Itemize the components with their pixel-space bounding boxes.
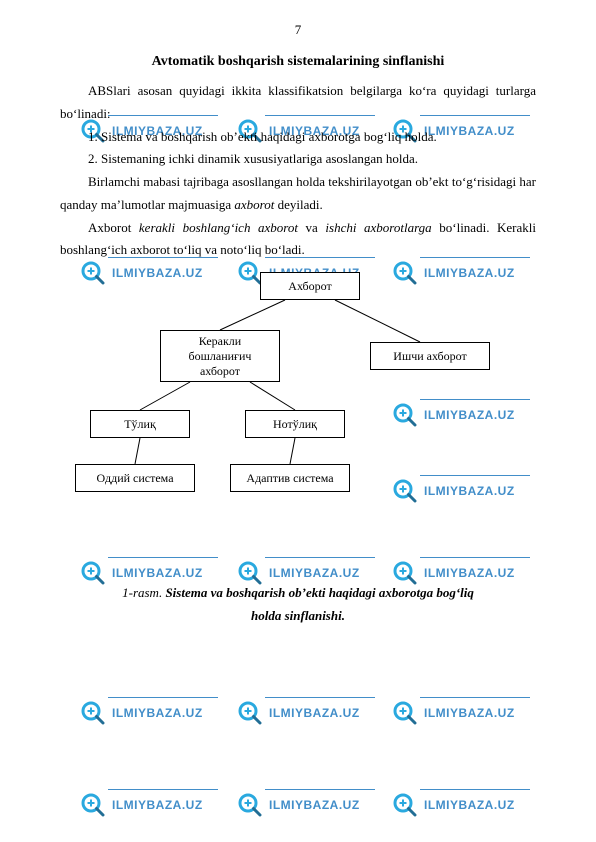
list-item-1: 1. Sistema va boshqarish ob’ekti haqidag…: [60, 126, 536, 149]
watermark: ILMIYBAZA.UZ: [237, 700, 360, 726]
figure-caption: 1-rasm. Sistema va boshqarish ob’ekti ha…: [60, 582, 536, 628]
page-title: Avtomatik boshqarish sistemalarining sin…: [60, 54, 536, 70]
diagram-node: Ишчи ахборот: [370, 342, 490, 370]
text-run: Axborot: [88, 220, 139, 235]
magnifier-icon: [237, 792, 263, 818]
diagram-node: Тўлиқ: [90, 410, 190, 438]
watermark-text: ILMIYBAZA.UZ: [269, 706, 360, 720]
watermark-text: ILMIYBAZA.UZ: [112, 798, 203, 812]
watermark-text: ILMIYBAZA.UZ: [424, 798, 515, 812]
text-run: deyiladi.: [274, 197, 322, 212]
diagram-node: Керакли бошланиғич ахборот: [160, 330, 280, 382]
watermark-text: ILMIYBAZA.UZ: [112, 706, 203, 720]
page-number: 7: [0, 0, 596, 38]
caption-label: 1-rasm.: [122, 585, 165, 600]
watermark-text: ILMIYBAZA.UZ: [424, 706, 515, 720]
watermark: ILMIYBAZA.UZ: [237, 792, 360, 818]
magnifier-icon: [392, 792, 418, 818]
magnifier-icon: [392, 700, 418, 726]
caption-text: Sistema va boshqarish ob’ekti haqidagi a…: [165, 585, 473, 623]
text-italic: kerakli boshlang‘ich axborot: [139, 220, 298, 235]
text-run: va: [298, 220, 325, 235]
content-area: Avtomatik boshqarish sistemalarining sin…: [0, 38, 596, 628]
watermark: ILMIYBAZA.UZ: [392, 792, 515, 818]
text-italic: axborot: [234, 197, 274, 212]
paragraph-1: ABSlari asosan quyidagi ikkita klassifik…: [60, 80, 536, 126]
watermark: ILMIYBAZA.UZ: [80, 700, 203, 726]
tree-diagram: Ахборот Керакли бошланиғич ахборот Ишчи ах…: [60, 272, 540, 502]
diagram-node: Ахборот: [260, 272, 360, 300]
magnifier-icon: [80, 700, 106, 726]
text-italic: ishchi axborotlarga: [325, 220, 431, 235]
diagram-node: Оддий система: [75, 464, 195, 492]
watermark: ILMIYBAZA.UZ: [392, 700, 515, 726]
list-item-2: 2. Sistemaning ichki dinamik xususiyatla…: [60, 148, 536, 171]
magnifier-icon: [237, 700, 263, 726]
diagram-node: Адаптив система: [230, 464, 350, 492]
watermark-text: ILMIYBAZA.UZ: [269, 798, 360, 812]
paragraph-3: Axborot kerakli boshlang‘ich axborot va …: [60, 217, 536, 263]
magnifier-icon: [80, 792, 106, 818]
watermark: ILMIYBAZA.UZ: [80, 792, 203, 818]
paragraph-2: Birlamchi mabasi tajribaga asosllangan h…: [60, 171, 536, 217]
diagram-node: Нотўлиқ: [245, 410, 345, 438]
